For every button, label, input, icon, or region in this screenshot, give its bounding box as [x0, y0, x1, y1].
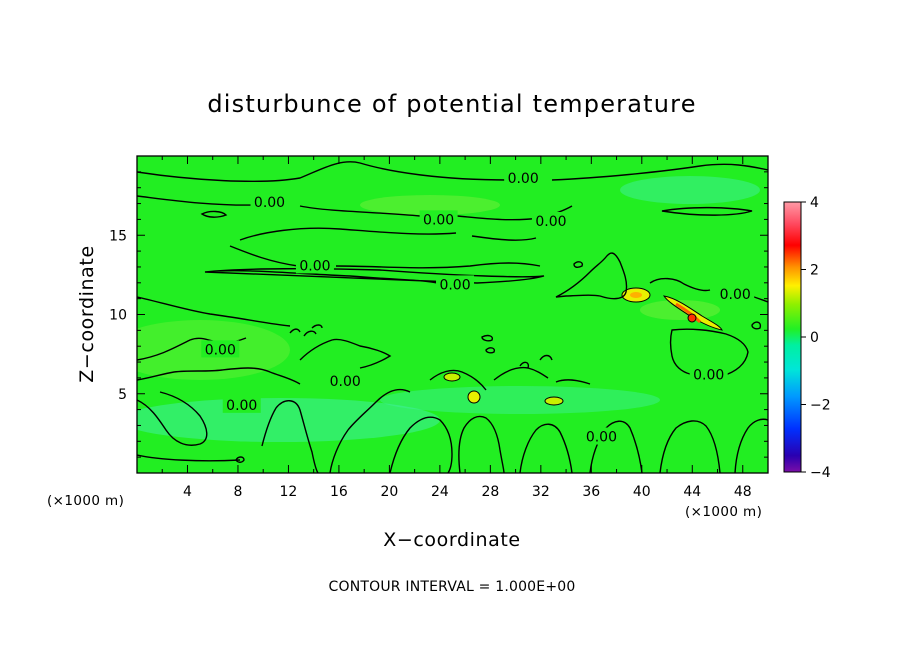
x-tick-label: 40: [633, 484, 651, 500]
field-shading: [137, 176, 760, 442]
contour-label: 0.00: [439, 277, 470, 293]
contour-label-bg: [689, 365, 728, 383]
contour-label-bg: [582, 427, 621, 445]
contour-label-bg: [295, 256, 334, 274]
contour-label-bg: [250, 192, 289, 210]
zero-contours: [137, 161, 768, 473]
colorbar-tick-label: 0: [810, 330, 819, 346]
anomaly-blobs: [227, 287, 723, 409]
contour-label: 0.00: [330, 374, 361, 390]
x-tick-label: 12: [280, 484, 298, 500]
y-tick-label: 15: [109, 228, 127, 244]
colorbar-tick-label: 4: [810, 195, 819, 211]
chart-title: disturbunce of potential temperature: [207, 90, 696, 118]
contour-label-bg: [201, 340, 240, 358]
contour-label: 0.00: [508, 171, 539, 187]
y-axis-unit: (×1000 m): [47, 493, 124, 509]
contour-label-bg: [716, 284, 755, 302]
x-tick-label: 36: [582, 484, 600, 500]
contour-label: 0.00: [254, 195, 285, 211]
contour-label: 0.00: [693, 368, 724, 384]
y-axis-label: Z−coordinate: [76, 245, 98, 382]
contour-label: 0.00: [205, 342, 236, 358]
x-tick-label: 16: [330, 484, 348, 500]
colorbar-ticks: 4 2 0 −2 −4: [801, 195, 831, 481]
contour-label: 0.00: [586, 430, 617, 446]
y-tick-label: 5: [118, 387, 127, 403]
y-tick-label: 10: [109, 308, 127, 324]
x-tick-label: 48: [734, 484, 752, 500]
contour-label: 0.00: [423, 212, 454, 228]
colorbar-tick-label: −4: [810, 465, 831, 481]
x-tick-label: 32: [532, 484, 550, 500]
contour-labels: 0.00 0.00 0.00 0.00 0.00 0.00 0.00 0.00 0.00 0.00…: [201, 169, 755, 446]
contour-label-bg: [436, 275, 475, 293]
colorbar-tick-label: 2: [810, 263, 819, 279]
contour-label: 0.00: [226, 398, 257, 414]
contour-label-bg: [326, 372, 365, 390]
x-tick-label: 8: [233, 484, 242, 500]
contour-label-bg: [222, 395, 261, 413]
contour-label: 0.00: [720, 287, 751, 303]
contour-label: 0.00: [535, 214, 566, 230]
x-axis: 4 8 12 16 20 24 28 32 36 40 44 48: [161, 156, 752, 500]
x-tick-label: 20: [380, 484, 398, 500]
contour-interval-note: CONTOUR INTERVAL = 1.000E+00: [329, 579, 576, 595]
x-axis-label: X−coordinate: [383, 529, 520, 551]
contour-label: 0.00: [299, 258, 330, 274]
y-axis: 5 10 15: [109, 171, 768, 458]
x-tick-label: 44: [683, 484, 701, 500]
x-tick-label: 28: [481, 484, 499, 500]
contour-label-bg: [419, 210, 458, 228]
colorbar: [783, 201, 802, 473]
contour-label-bg: [531, 211, 570, 229]
x-tick-label: 4: [183, 484, 192, 500]
colorbar-tick-label: −2: [810, 398, 831, 414]
x-tick-label: 24: [431, 484, 449, 500]
x-axis-unit: (×1000 m): [685, 504, 762, 520]
contour-label-bg: [504, 169, 543, 187]
